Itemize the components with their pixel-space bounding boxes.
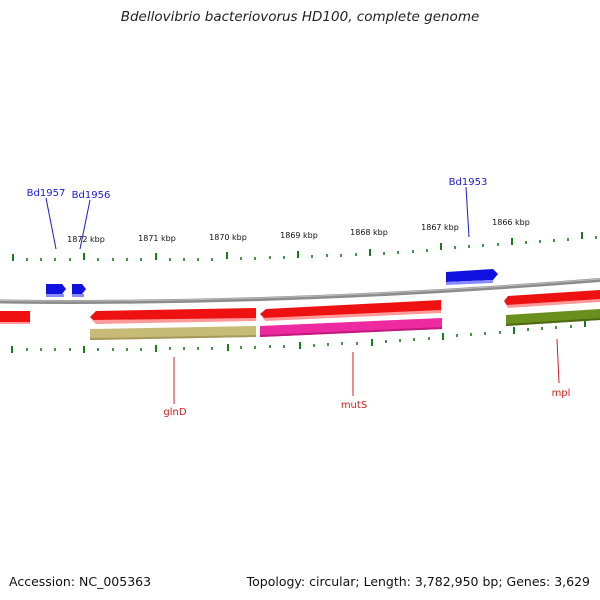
gene-arrow [446,269,498,282]
gene-arrow [72,284,86,294]
mpl-segment [506,309,600,326]
genome-summary-text: Topology: circular; Length: 3,782,950 bp… [246,574,590,589]
scale-label: 1868 kbp [350,228,388,237]
scale-labels: 1872 kbp 1871 kbp 1870 kbp 1869 kbp 1868… [67,218,530,244]
gene-label-bd1956: Bd1956 [72,190,111,201]
page-title: Bdellovibrio bacteriovorus HD100, comple… [120,9,480,25]
gene-label-bd1957: Bd1957 [27,188,66,199]
gene-label-bd1953: Bd1953 [449,177,488,188]
red-genes[interactable] [0,290,600,324]
gene-label-muts: mutS [341,400,367,411]
scale-label: 1867 kbp [421,223,459,232]
mpl-gene-arrow [504,290,600,307]
genome-backbone [0,278,600,304]
scale-label: 1866 kbp [492,218,530,227]
inner-tick-row [11,320,586,353]
inner-ring-segments[interactable] [90,309,600,340]
gene-label-mpl: mpl [552,388,571,399]
forward-blue-genes[interactable] [46,269,498,297]
mutS-gene-arrow [260,300,441,320]
gene-label-glnd: glnD [163,407,186,418]
scale-label: 1870 kbp [209,233,247,242]
gene-arrow [0,311,30,322]
gene-labels: Bd1957 Bd1956 Bd1953 glnD mutS mpl [27,177,571,418]
mutS-segment [260,318,442,337]
outer-tick-row [12,232,597,261]
scale-label: 1871 kbp [138,234,176,243]
accession-text: Accession: NC_005363 [9,574,152,589]
scale-label: 1869 kbp [280,231,318,240]
gene-arrow [46,284,66,294]
scale-label: 1872 kbp [67,235,105,244]
label-leaders [45,186,560,404]
